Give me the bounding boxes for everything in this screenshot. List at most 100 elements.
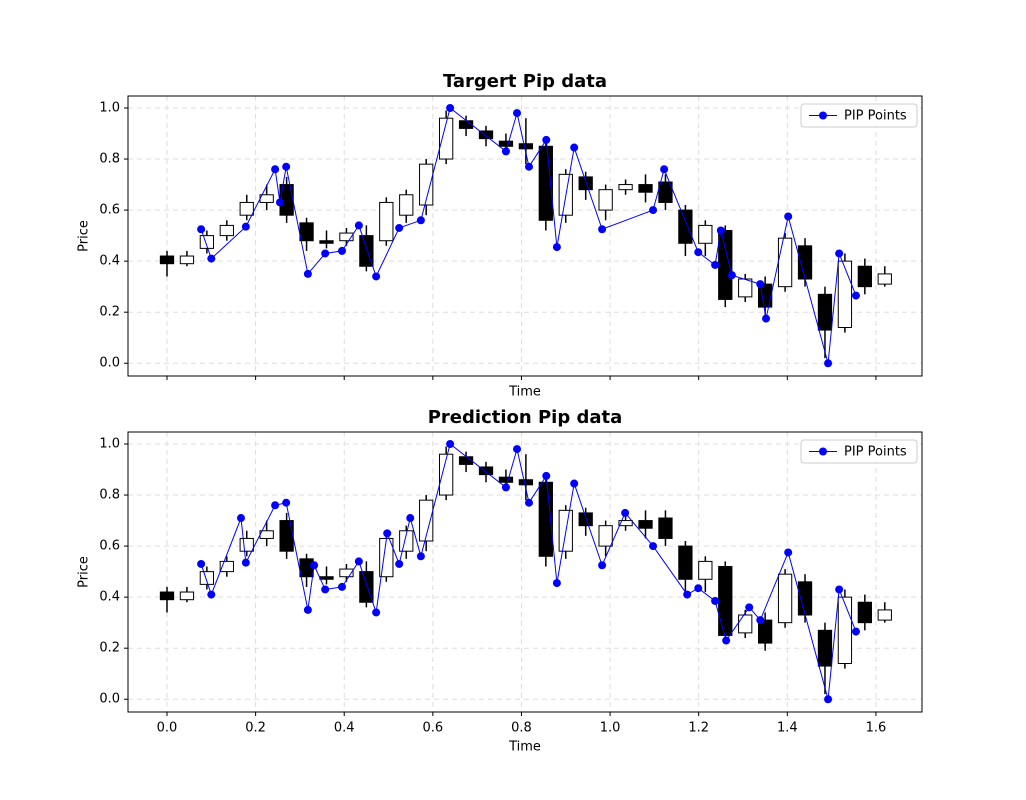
legend-marker [819, 447, 827, 456]
pip-point [851, 627, 860, 636]
y-tick-label: 0.0 [99, 356, 120, 371]
candle-body [658, 181, 673, 203]
subplot: 0.0 0.2 0.4 0.6 0.8 1.0 PIP Points Targert Pip … [77, 71, 923, 400]
pip-point [756, 280, 765, 289]
candle-body [698, 224, 713, 244]
pip-point [321, 585, 330, 594]
pip-point [835, 249, 844, 258]
pip-point [649, 542, 658, 551]
axes-frame [127, 95, 923, 377]
y-tick-label: 0.2 [99, 305, 120, 320]
pip-point [694, 248, 703, 257]
pip-point [745, 603, 754, 612]
pip-point [552, 579, 561, 588]
candle-body [438, 117, 454, 160]
candle-body [438, 453, 454, 496]
candle-body [179, 591, 195, 601]
legend-label: PIP Points [844, 109, 907, 124]
candle-body [279, 520, 294, 552]
y-tick-label: 0.2 [99, 641, 120, 656]
candle-body [219, 224, 234, 237]
legend-box [800, 439, 918, 464]
pip-point [406, 514, 415, 523]
chart-title: Prediction Pip data [428, 407, 623, 428]
pip-point [711, 260, 720, 269]
pip-point [282, 498, 291, 507]
pip-point [835, 585, 844, 594]
pip-point [660, 165, 669, 174]
candle-body [857, 265, 872, 288]
x-tick-label: 1.2 [688, 721, 709, 736]
candle-body [159, 591, 175, 601]
candle-body [339, 568, 354, 578]
y-tick-label: 0.4 [99, 254, 120, 269]
y-tick-label: 0.8 [99, 488, 120, 503]
candle-body [618, 520, 633, 527]
pip-point [416, 552, 425, 561]
candle-body [678, 209, 693, 244]
candle-body [857, 601, 872, 624]
x-tick-label: 1.6 [866, 721, 887, 736]
candle-body [159, 255, 175, 265]
candle-body [638, 184, 653, 193]
pip-point [236, 514, 245, 523]
candle-body [399, 194, 414, 216]
candle-body [319, 240, 334, 244]
candle-body [758, 619, 773, 644]
pip-point [513, 445, 522, 454]
x-axis-label: Time [508, 385, 541, 400]
pip-point [282, 162, 291, 171]
pip-point [197, 559, 206, 568]
candle-body [299, 222, 314, 242]
pip-point [303, 605, 312, 614]
pip-point [275, 198, 284, 207]
candle-body [239, 201, 254, 216]
pip-point [542, 135, 551, 144]
candle-body [478, 466, 494, 476]
pip-point [716, 226, 725, 235]
candle-body [339, 232, 354, 242]
pip-point [338, 246, 347, 255]
pip-point [711, 596, 720, 605]
candle-body [518, 143, 534, 150]
candle-body [817, 293, 833, 331]
pip-point [683, 590, 692, 599]
candle-body [379, 201, 394, 242]
candle-body [598, 525, 613, 547]
candle-body [578, 512, 593, 527]
pip-line [200, 443, 857, 700]
candle-body [678, 545, 693, 580]
y-tick-label: 1.0 [99, 100, 120, 115]
candle-body [319, 576, 334, 580]
candle-body [399, 530, 414, 552]
candle-body [199, 235, 215, 249]
pip-point [446, 103, 455, 112]
pip-point [372, 272, 381, 281]
pip-point [524, 498, 533, 507]
pip-point [271, 501, 280, 510]
candle-body [837, 260, 853, 329]
plot-area [128, 432, 922, 712]
pip-point [851, 291, 860, 300]
x-tick-label: 0.4 [334, 721, 355, 736]
pip-point [241, 558, 250, 567]
pip-point [542, 471, 551, 480]
candle-body [179, 255, 195, 265]
pip-point [784, 548, 793, 557]
candle-body [738, 614, 753, 634]
pip-point [513, 109, 522, 118]
x-tick-label: 1.4 [777, 721, 798, 736]
x-axis-label: Time [508, 740, 541, 755]
candle-body [817, 629, 833, 667]
chart-title: Targert Pip data [443, 71, 607, 92]
y-axis-label: Price [77, 220, 92, 252]
candle-body [239, 537, 254, 552]
pip-point [524, 162, 533, 171]
pip-point [207, 590, 216, 599]
candle-body [518, 479, 534, 486]
x-tick-label: 0.2 [245, 721, 266, 736]
candle-body [777, 573, 793, 624]
candle-body [498, 140, 514, 147]
pip-point [649, 206, 658, 215]
